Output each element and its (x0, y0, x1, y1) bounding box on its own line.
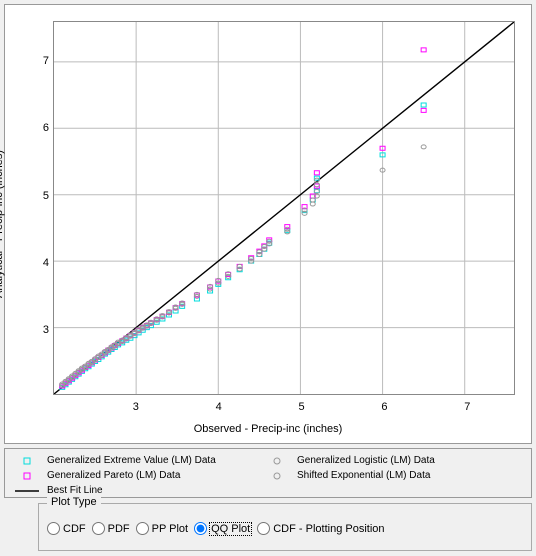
legend-label: Shifted Exponential (LM) Data (297, 470, 430, 481)
legend-label: Generalized Pareto (LM) Data (47, 470, 180, 481)
plot-type-radio-cdf[interactable]: CDF (47, 522, 86, 535)
circle-marker-icon (263, 455, 291, 467)
y-tick-label: 3 (29, 324, 49, 336)
legend-item: Generalized Pareto (LM) Data (13, 468, 263, 483)
plot-type-radio-cdf-plotting-position[interactable]: CDF - Plotting Position (257, 522, 384, 535)
y-axis-label: Analytical - Precip-inc (inches) (0, 150, 5, 298)
radio-label: CDF - Plotting Position (273, 523, 384, 535)
radio-label: PP Plot (152, 523, 189, 535)
x-tick-label: 5 (299, 401, 305, 413)
legend-item: Shifted Exponential (LM) Data (263, 468, 513, 483)
x-tick-label: 4 (216, 401, 222, 413)
y-tick-label: 7 (29, 55, 49, 67)
plot-type-group: Plot Type CDFPDFPP PlotQQ PlotCDF - Plot… (38, 503, 532, 551)
y-tick-label: 4 (29, 257, 49, 269)
x-axis-label: Observed - Precip-inc (inches) (194, 423, 343, 435)
qq-plot-chart: Analytical - Precip-inc (inches) Observe… (4, 4, 532, 444)
plot-type-radio-qq-plot[interactable]: QQ Plot (194, 522, 251, 535)
radio-input[interactable] (92, 522, 105, 535)
legend-item: Generalized Extreme Value (LM) Data (13, 453, 263, 468)
plot-area (53, 21, 515, 395)
legend-item: Generalized Logistic (LM) Data (263, 453, 513, 468)
line-marker-icon (13, 485, 41, 497)
legend: Generalized Extreme Value (LM) Data Gene… (4, 448, 532, 498)
x-tick-label: 3 (133, 401, 139, 413)
radio-input[interactable] (47, 522, 60, 535)
plot-type-radio-pp-plot[interactable]: PP Plot (136, 522, 189, 535)
radio-input[interactable] (194, 522, 207, 535)
legend-label: Generalized Logistic (LM) Data (297, 455, 435, 466)
radio-label: PDF (108, 523, 130, 535)
plot-type-group-label: Plot Type (47, 496, 101, 508)
square-marker-icon (13, 455, 41, 467)
radio-input[interactable] (136, 522, 149, 535)
legend-label: Generalized Extreme Value (LM) Data (47, 455, 216, 466)
y-tick-label: 5 (29, 190, 49, 202)
legend-label: Best Fit Line (47, 485, 103, 496)
plot-svg (54, 22, 514, 394)
radio-label: CDF (63, 523, 86, 535)
circle-marker-icon (263, 470, 291, 482)
x-tick-label: 7 (464, 401, 470, 413)
y-tick-label: 6 (29, 122, 49, 134)
plot-type-radio-pdf[interactable]: PDF (92, 522, 130, 535)
radio-input[interactable] (257, 522, 270, 535)
square-marker-icon (13, 470, 41, 482)
x-tick-label: 6 (381, 401, 387, 413)
radio-label: QQ Plot (210, 523, 251, 535)
